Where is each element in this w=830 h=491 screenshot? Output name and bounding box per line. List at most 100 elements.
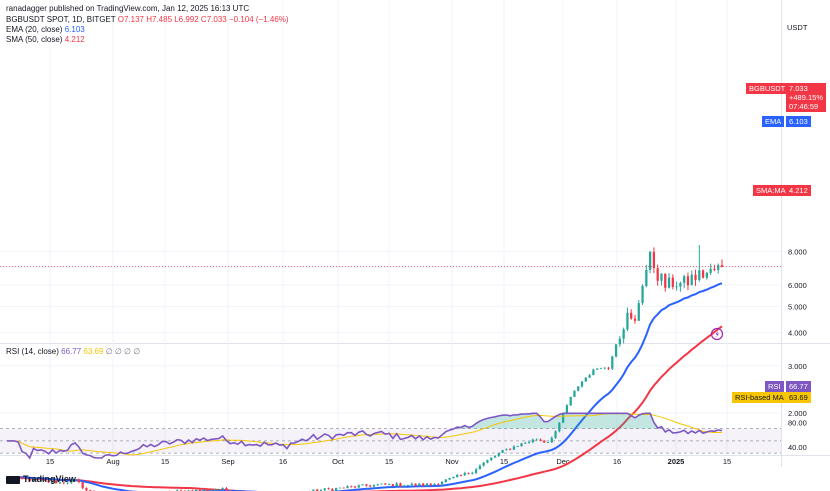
candle-body (195, 489, 198, 491)
candle-body (342, 487, 345, 489)
candle-body (709, 268, 712, 273)
candle-body (51, 481, 54, 483)
candle-body (213, 489, 217, 491)
rsi-ma-line (7, 413, 723, 456)
publisher-line: ranadagger published on TradingView.com,… (6, 4, 249, 13)
candle-body (361, 484, 364, 486)
candle-body (399, 483, 402, 487)
candle-body (372, 484, 376, 487)
time-tick-label: 16 (613, 457, 621, 466)
candle-body (671, 277, 674, 287)
candle-body (675, 286, 678, 288)
candle-body (717, 265, 720, 270)
candle-body (70, 480, 73, 483)
candle-body (414, 483, 417, 486)
price-tag-countdown: 07:46:59 (789, 102, 819, 111)
candle-body (531, 439, 534, 443)
candle-body (28, 479, 31, 482)
candle-body (694, 274, 697, 280)
candle-body (584, 377, 587, 382)
candle-body (618, 338, 621, 345)
candle-body (592, 369, 595, 376)
candle-body (387, 484, 391, 485)
time-tick-label: 15 (385, 457, 393, 466)
sma-tag-label: SMA:MA (753, 185, 789, 196)
candle-body (611, 356, 614, 369)
price-tick-label: 3.000 (788, 362, 807, 371)
candle-body (350, 486, 353, 488)
candle-body (588, 375, 591, 378)
candle-body (66, 482, 69, 484)
candle-body (626, 312, 629, 330)
candle-body (376, 484, 379, 485)
candle-body (467, 473, 470, 474)
candle-body (690, 274, 693, 286)
candle-body (384, 483, 387, 485)
candle-body (24, 478, 28, 480)
rsi-tick-label: 40.00 (788, 443, 807, 452)
candle-body (323, 488, 326, 491)
candle-body (630, 312, 633, 319)
candle-body (406, 484, 410, 486)
candle-body (217, 489, 220, 491)
candle-body (369, 485, 372, 487)
ema-legend[interactable]: EMA (20, close) 6.103 (6, 25, 85, 34)
rsi-legend[interactable]: RSI (14, close) 66.77 63.69 ∅ ∅ ∅ ∅ (6, 347, 140, 356)
candle-body (482, 462, 485, 466)
symbol-text: BGBUSDT SPOT, 1D, BITGET (6, 15, 116, 24)
candle-body (679, 282, 682, 287)
sma-legend-label: SMA (50, close) (6, 35, 63, 44)
price-tick-label: 6.000 (788, 281, 807, 290)
time-tick-label: Oct (332, 457, 345, 466)
candle-body (198, 489, 202, 491)
candle-body (720, 264, 724, 267)
time-tick-label: Dec (556, 457, 570, 466)
candle-body (573, 390, 576, 397)
sma-line (6, 325, 723, 491)
time-tick-label: Sep (221, 457, 234, 466)
time-tick-label: Nov (445, 457, 459, 466)
price-tick-label: 1.000 (788, 490, 807, 491)
candle-body (459, 475, 463, 476)
candle-body (637, 303, 640, 321)
rsi-ma-tag-value: 63.69 (786, 392, 811, 403)
candle-body (221, 488, 224, 490)
candle-body (648, 251, 652, 270)
candle-body (327, 488, 330, 490)
rsi-legend-label: RSI (14, close) (6, 347, 59, 356)
candle-body (456, 475, 459, 477)
candle-body (524, 442, 527, 444)
candle-body (346, 486, 349, 489)
time-tick-label: 2025 (668, 457, 685, 466)
currency-label: USDT (787, 23, 808, 32)
candle-body (667, 277, 671, 288)
rsi-ma-legend-value: 63.69 (83, 347, 104, 356)
candle-body (58, 482, 62, 484)
candle-body (433, 483, 436, 486)
candle-body (543, 440, 546, 443)
candle-body (546, 442, 550, 444)
candle-body (32, 479, 35, 482)
price-tick-label: 8.000 (788, 248, 807, 257)
candle-body (331, 488, 334, 491)
candle-body (527, 442, 531, 443)
candle-body (652, 251, 656, 269)
candle-body (577, 386, 580, 391)
sma-legend[interactable]: SMA (50, close) 4.212 (6, 35, 85, 44)
candle-body (550, 437, 553, 443)
candle-body (403, 485, 406, 487)
candle-body (316, 489, 319, 491)
sma-legend-value: 4.212 (64, 35, 85, 44)
candle-body (334, 488, 338, 491)
candle-body (437, 483, 440, 485)
price-tick-label: 4.000 (788, 328, 807, 337)
candle-body (565, 405, 569, 414)
candle-body (569, 396, 572, 406)
candle-body (614, 344, 618, 357)
footer-brand[interactable]: TradingView (6, 474, 76, 484)
candle-body (206, 489, 209, 491)
candle-body (429, 483, 432, 486)
candle-body (622, 329, 625, 339)
candle-body (505, 449, 508, 451)
